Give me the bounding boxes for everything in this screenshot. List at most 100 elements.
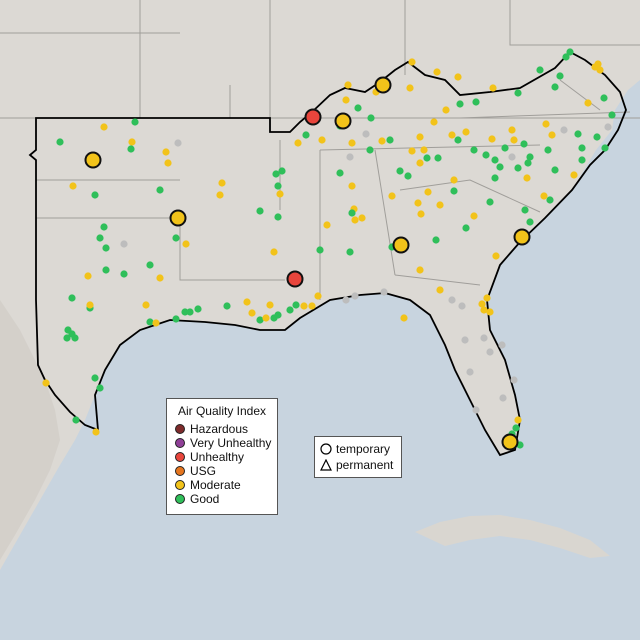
sensor-dot[interactable]: [454, 73, 462, 81]
sensor-dot[interactable]: [448, 296, 456, 304]
sensor-dot[interactable]: [491, 174, 499, 182]
sensor-dot[interactable]: [423, 154, 431, 162]
sensor-dot[interactable]: [546, 196, 554, 204]
sensor-dot[interactable]: [436, 201, 444, 209]
sensor-dot[interactable]: [456, 100, 464, 108]
sensor-dot[interactable]: [270, 248, 278, 256]
sensor-dot[interactable]: [91, 374, 99, 382]
sensor-dot[interactable]: [127, 145, 135, 153]
sensor-dot[interactable]: [386, 136, 394, 144]
sensor-dot[interactable]: [308, 302, 316, 310]
sensor-dot[interactable]: [100, 223, 108, 231]
sensor-dot[interactable]: [131, 118, 139, 126]
sensor-dot[interactable]: [486, 348, 494, 356]
sensor-dot[interactable]: [256, 316, 264, 324]
sensor-dot[interactable]: [388, 192, 396, 200]
sensor-dot[interactable]: [514, 164, 522, 172]
sensor-dot[interactable]: [420, 146, 428, 154]
sensor-dot[interactable]: [172, 234, 180, 242]
sensor-dot[interactable]: [450, 176, 458, 184]
monitor-station-marker[interactable]: [334, 112, 352, 130]
sensor-dot[interactable]: [556, 72, 564, 80]
sensor-dot[interactable]: [71, 334, 79, 342]
sensor-dot[interactable]: [414, 199, 422, 207]
sensor-dot[interactable]: [96, 384, 104, 392]
sensor-dot[interactable]: [416, 159, 424, 167]
sensor-dot[interactable]: [499, 394, 507, 402]
sensor-dot[interactable]: [466, 368, 474, 376]
monitor-station-marker[interactable]: [392, 236, 410, 254]
sensor-dot[interactable]: [548, 131, 556, 139]
sensor-dot[interactable]: [300, 302, 308, 310]
sensor-dot[interactable]: [42, 379, 50, 387]
sensor-dot[interactable]: [336, 169, 344, 177]
sensor-dot[interactable]: [262, 314, 270, 322]
sensor-dot[interactable]: [91, 191, 99, 199]
sensor-dot[interactable]: [470, 146, 478, 154]
sensor-dot[interactable]: [314, 292, 322, 300]
sensor-dot[interactable]: [540, 192, 548, 200]
sensor-dot[interactable]: [408, 147, 416, 155]
sensor-dot[interactable]: [560, 126, 568, 134]
sensor-dot[interactable]: [100, 123, 108, 131]
sensor-dot[interactable]: [489, 84, 497, 92]
sensor-dot[interactable]: [601, 144, 609, 152]
sensor-dot[interactable]: [551, 166, 559, 174]
sensor-dot[interactable]: [128, 138, 136, 146]
sensor-dot[interactable]: [348, 209, 356, 217]
sensor-dot[interactable]: [344, 81, 352, 89]
sensor-dot[interactable]: [274, 311, 282, 319]
sensor-dot[interactable]: [480, 334, 488, 342]
sensor-dot[interactable]: [510, 376, 518, 384]
sensor-dot[interactable]: [146, 261, 154, 269]
sensor-dot[interactable]: [562, 53, 570, 61]
sensor-dot[interactable]: [430, 118, 438, 126]
sensor-dot[interactable]: [162, 148, 170, 156]
sensor-dot[interactable]: [478, 300, 486, 308]
sensor-dot[interactable]: [351, 292, 359, 300]
sensor-dot[interactable]: [521, 206, 529, 214]
sensor-dot[interactable]: [570, 171, 578, 179]
monitor-station-marker[interactable]: [84, 151, 102, 169]
sensor-dot[interactable]: [174, 139, 182, 147]
sensor-dot[interactable]: [292, 301, 300, 309]
sensor-dot[interactable]: [436, 286, 444, 294]
sensor-dot[interactable]: [380, 288, 388, 296]
sensor-dot[interactable]: [488, 135, 496, 143]
sensor-dot[interactable]: [593, 133, 601, 141]
sensor-dot[interactable]: [120, 270, 128, 278]
sensor-dot[interactable]: [498, 341, 506, 349]
sensor-dot[interactable]: [156, 274, 164, 282]
sensor-dot[interactable]: [146, 318, 154, 326]
sensor-dot[interactable]: [248, 309, 256, 317]
sensor-dot[interactable]: [448, 131, 456, 139]
sensor-dot[interactable]: [408, 58, 416, 66]
sensor-dot[interactable]: [172, 315, 180, 323]
sensor-dot[interactable]: [164, 159, 172, 167]
sensor-dot[interactable]: [286, 306, 294, 314]
sensor-dot[interactable]: [396, 167, 404, 175]
sensor-dot[interactable]: [594, 60, 602, 68]
sensor-dot[interactable]: [348, 139, 356, 147]
sensor-dot[interactable]: [152, 319, 160, 327]
sensor-dot[interactable]: [600, 94, 608, 102]
sensor-dot[interactable]: [342, 96, 350, 104]
sensor-dot[interactable]: [450, 187, 458, 195]
sensor-dot[interactable]: [96, 234, 104, 242]
sensor-dot[interactable]: [514, 416, 522, 424]
monitor-station-marker[interactable]: [501, 433, 519, 451]
sensor-dot[interactable]: [551, 83, 559, 91]
sensor-dot[interactable]: [400, 314, 408, 322]
sensor-dot[interactable]: [526, 218, 534, 226]
sensor-dot[interactable]: [514, 89, 522, 97]
monitor-station-marker[interactable]: [169, 209, 187, 227]
sensor-dot[interactable]: [120, 240, 128, 248]
sensor-dot[interactable]: [367, 114, 375, 122]
sensor-dot[interactable]: [492, 252, 500, 260]
sensor-dot[interactable]: [596, 66, 604, 74]
sensor-dot[interactable]: [480, 306, 488, 314]
sensor-dot[interactable]: [362, 130, 370, 138]
sensor-dot[interactable]: [194, 305, 202, 313]
sensor-dot[interactable]: [366, 146, 374, 154]
